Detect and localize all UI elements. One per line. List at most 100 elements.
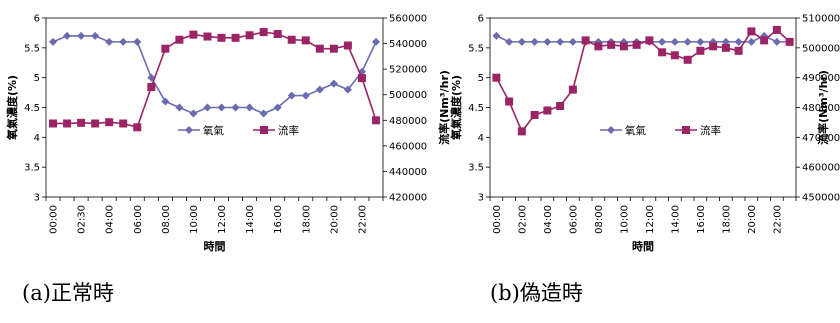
data-point-oxygen <box>568 37 577 46</box>
legend-marker-oxygen <box>607 126 615 134</box>
data-point-oxygen <box>543 37 552 46</box>
x-tick-label: 04:00 <box>105 205 116 234</box>
data-point-flow <box>357 74 366 83</box>
legend-label: 流率 <box>700 124 721 137</box>
data-point-flow <box>175 35 184 44</box>
data-point-flow <box>147 83 156 92</box>
right-axis-label: 流率(Nm³/hr) <box>437 70 451 145</box>
left-tick-label: 3 <box>478 193 484 204</box>
data-point-flow <box>581 36 590 45</box>
data-point-oxygen <box>175 103 184 112</box>
chart-panel-a: 3 3.5 4 4.5 5 5.5 6 420000 440000 460000 480000 500… <box>5 14 451 306</box>
chart-panel-b: 3 3.5 4 4.5 5 5.5 6 450000 460000 470000 480000 490… <box>449 14 840 306</box>
x-tick-label: 06:00 <box>133 205 144 234</box>
right-tick-label: 480000 <box>802 103 840 114</box>
left-tick-label: 5.5 <box>24 43 40 54</box>
data-point-flow <box>721 43 730 52</box>
data-point-flow <box>568 85 577 94</box>
data-point-flow <box>203 32 212 41</box>
x-tick-label: 20:00 <box>329 205 340 234</box>
data-point-flow <box>760 36 769 45</box>
data-point-oxygen <box>530 37 539 46</box>
data-point-flow <box>371 116 380 125</box>
x-tick-label: 08:00 <box>594 205 605 234</box>
x-tick-label: 14:00 <box>245 205 256 234</box>
right-tick-label: 500000 <box>389 90 427 101</box>
x-tick-label: 12:00 <box>645 205 656 234</box>
data-point-oxygen <box>231 103 240 112</box>
data-point-oxygen <box>747 37 756 46</box>
data-point-flow <box>530 110 539 119</box>
right-tick-label: 440000 <box>389 167 427 178</box>
legend-label: 氧氣 <box>625 124 646 137</box>
data-point-flow <box>161 44 170 53</box>
data-point-flow <box>683 55 692 64</box>
data-point-flow <box>287 35 296 44</box>
data-point-oxygen <box>287 91 296 100</box>
data-point-flow <box>245 31 254 40</box>
data-point-flow <box>133 123 142 132</box>
data-point-flow <box>259 28 268 37</box>
data-point-oxygen <box>505 37 514 46</box>
left-tick-label: 6 <box>478 14 484 25</box>
legend-marker-flow <box>260 126 268 134</box>
data-point-oxygen <box>371 37 380 46</box>
legend-label: 流率 <box>278 124 299 137</box>
x-tick-label: 14:00 <box>670 205 681 234</box>
data-point-oxygen <box>301 91 310 100</box>
data-point-flow <box>492 73 501 82</box>
x-tick-label: 00:00 <box>49 205 60 234</box>
right-tick-label: 510000 <box>802 14 840 25</box>
right-tick-label: 420000 <box>389 193 427 204</box>
left-tick-label: 5.5 <box>468 43 484 54</box>
plot-area <box>489 17 797 198</box>
data-point-flow <box>505 97 514 106</box>
right-tick-label: 460000 <box>389 141 427 152</box>
left-tick-label: 4 <box>34 133 40 144</box>
legend-label: 氧氣 <box>203 124 224 137</box>
data-point-flow <box>273 29 282 38</box>
x-tick-label: 02:30 <box>77 205 88 234</box>
data-point-oxygen <box>556 37 565 46</box>
legend-marker-oxygen <box>185 126 193 134</box>
data-point-flow <box>607 40 616 49</box>
x-tick-label: 06:00 <box>568 205 579 234</box>
x-tick-label: 22:00 <box>357 205 368 234</box>
right-tick-label: 500000 <box>802 43 840 54</box>
x-axis-label: 時間 <box>204 239 226 253</box>
x-tick-label: 18:00 <box>721 205 732 234</box>
left-tick-label: 5 <box>34 73 40 84</box>
x-tick-label: 10:00 <box>619 205 630 234</box>
data-point-oxygen <box>245 103 254 112</box>
left-axis-label: 氧氣濃度(%) <box>449 75 463 141</box>
data-point-flow <box>517 127 526 136</box>
data-point-flow <box>189 30 198 39</box>
data-point-flow <box>119 119 128 128</box>
data-point-flow <box>645 36 654 45</box>
x-tick-label: 16:00 <box>696 205 707 234</box>
x-tick-label: 12:00 <box>217 205 228 234</box>
data-point-oxygen <box>189 109 198 118</box>
data-point-flow <box>91 119 100 128</box>
data-point-oxygen <box>683 37 692 46</box>
left-tick-label: 5 <box>478 73 484 84</box>
data-point-flow <box>231 33 240 42</box>
data-point-flow <box>785 37 794 46</box>
data-point-oxygen <box>91 31 100 40</box>
data-point-oxygen <box>119 37 128 46</box>
data-point-flow <box>670 51 679 60</box>
x-axis-label: 時間 <box>632 239 654 253</box>
data-point-flow <box>556 102 565 111</box>
data-point-flow <box>658 48 667 57</box>
data-point-flow <box>329 44 338 53</box>
right-tick-label: 520000 <box>389 65 427 76</box>
x-tick-label: 08:00 <box>161 205 172 234</box>
x-tick-label: 22:00 <box>772 205 783 234</box>
data-point-oxygen <box>315 85 324 94</box>
left-tick-label: 4 <box>478 133 484 144</box>
data-point-flow <box>49 119 58 128</box>
data-point-flow <box>772 25 781 34</box>
legend-marker-flow <box>682 126 690 134</box>
data-point-oxygen <box>203 103 212 112</box>
